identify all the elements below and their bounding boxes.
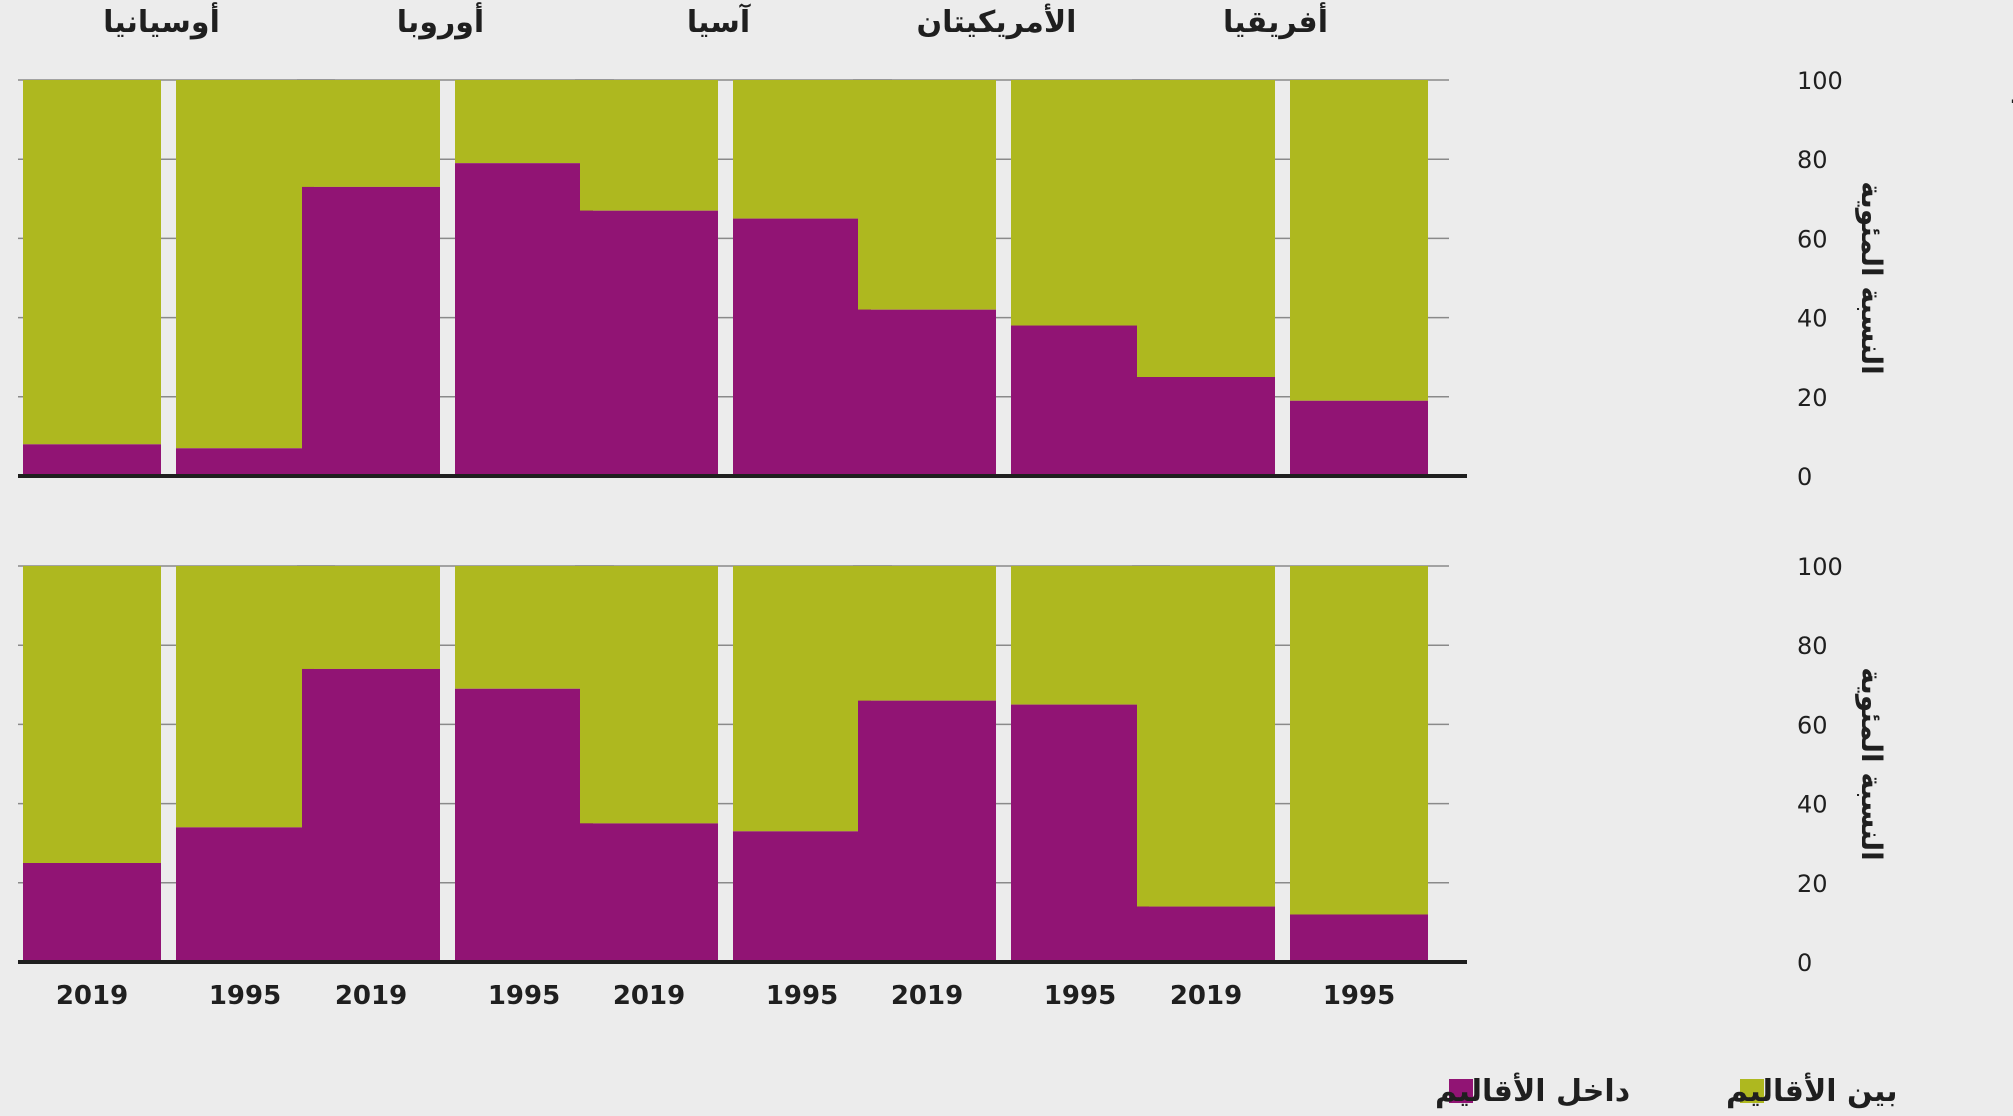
legend: داخل الأقاليم بين الأقاليم [1435, 1072, 1898, 1109]
y-tick-label: 80 [1797, 146, 1828, 174]
bar-segment-intra [176, 827, 314, 962]
bar-segment-inter [580, 80, 718, 211]
bar-segment-intra [1011, 704, 1149, 962]
legend-label: بين الأقاليم [1726, 1072, 1898, 1109]
bar-layer [23, 80, 1428, 962]
y-tick-label: 60 [1797, 711, 1828, 739]
bar-segment-intra [858, 309, 996, 476]
axis-layer [18, 474, 1467, 964]
y-tick-label: 40 [1797, 305, 1828, 333]
x-tick-label: 1995 [209, 981, 281, 1011]
bar-segment-intra [733, 218, 871, 476]
bar-segment-inter [455, 80, 593, 164]
region-title: أوروبا [397, 2, 484, 40]
bar-segment-intra [23, 863, 161, 962]
region-title: أفريقيا [1223, 2, 1328, 40]
y-axis-title: النسبة المئوية [1855, 181, 1888, 375]
legend-swatch [1740, 1079, 1764, 1103]
bar-segment-intra [1011, 325, 1149, 476]
bar-segment-inter [176, 566, 314, 828]
bar-segment-inter [1137, 80, 1275, 377]
bar-segment-intra [455, 163, 593, 476]
x-tick-label: 2019 [335, 981, 407, 1011]
legend-label: داخل الأقاليم [1435, 1072, 1630, 1109]
bar-segment-intra [1137, 377, 1275, 476]
bar-segment-inter [1290, 80, 1428, 401]
bar-segment-inter [1137, 566, 1275, 907]
x-tick-label: 1995 [766, 981, 838, 1011]
bar-segment-inter [302, 566, 440, 669]
bar-segment-intra [733, 831, 871, 962]
bar-segment-inter [23, 566, 161, 863]
y-tick-label: 60 [1797, 225, 1828, 253]
bar-segment-intra [23, 444, 161, 476]
x-tick-label: 1995 [1323, 981, 1395, 1011]
bar-segment-inter [176, 80, 314, 449]
y-tick-label: 40 [1797, 791, 1828, 819]
legend-swatch [1449, 1079, 1473, 1103]
y-tick-label: 20 [1797, 384, 1828, 412]
x-tick-label: 2019 [891, 981, 963, 1011]
y-tick-label: 80 [1797, 632, 1828, 660]
bar-segment-intra [176, 448, 314, 476]
bar-segment-inter [580, 566, 718, 824]
label-layer: 020406080100التصديرالنسبة المئوية0204060… [56, 2, 2013, 1011]
y-tick-label: 100 [1797, 553, 1843, 581]
bar-segment-intra [858, 700, 996, 962]
y-axis-title: النسبة المئوية [1855, 667, 1888, 861]
bar-segment-inter [23, 80, 161, 445]
bar-segment-intra [580, 823, 718, 962]
region-title: آسيا [687, 3, 751, 40]
bar-segment-intra [580, 210, 718, 476]
bar-segment-intra [302, 186, 440, 477]
y-tick-label: 0 [1797, 463, 1812, 491]
bar-segment-intra [455, 688, 593, 962]
bar-segment-inter [455, 566, 593, 689]
x-tick-label: 1995 [1044, 981, 1116, 1011]
bar-segment-inter [302, 80, 440, 187]
bar-segment-inter [858, 566, 996, 701]
bar-segment-intra [1290, 914, 1428, 962]
bar-segment-inter [733, 80, 871, 219]
bar-segment-inter [1011, 80, 1149, 326]
bar-segment-inter [858, 80, 996, 310]
region-title: أوسيانيا [103, 2, 220, 40]
bar-segment-inter [1290, 566, 1428, 915]
x-tick-label: 2019 [613, 981, 685, 1011]
bar-segment-intra [1137, 906, 1275, 962]
bar-segment-intra [1290, 400, 1428, 476]
region-title: الأمريكيتان [917, 3, 1077, 40]
x-tick-label: 2019 [56, 981, 128, 1011]
y-tick-label: 0 [1797, 949, 1812, 977]
y-tick-label: 20 [1797, 870, 1828, 898]
x-tick-label: 1995 [488, 981, 560, 1011]
x-tick-label: 2019 [1170, 981, 1242, 1011]
y-tick-label: 100 [1797, 67, 1843, 95]
bar-segment-intra [302, 668, 440, 962]
bar-segment-inter [733, 566, 871, 832]
bar-segment-inter [1011, 566, 1149, 705]
